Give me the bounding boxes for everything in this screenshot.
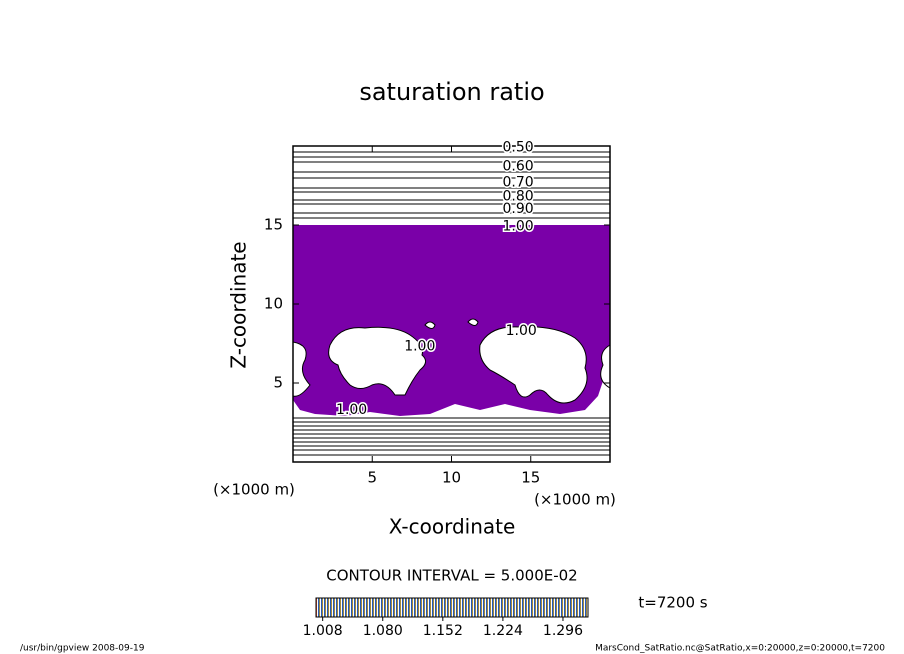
y-tick-label: 10 bbox=[264, 295, 283, 313]
contour-label: 1.00 bbox=[336, 402, 367, 418]
colorbar-tick-label: 1.296 bbox=[543, 623, 583, 639]
x-axis-unit: (×1000 m) bbox=[534, 491, 616, 509]
white-blob bbox=[479, 326, 588, 404]
colorbar-tick-label: 1.224 bbox=[483, 623, 523, 639]
contour-label: 0.70 bbox=[502, 174, 533, 190]
y-tick-label: 5 bbox=[273, 374, 283, 392]
contour-label: 1.00 bbox=[502, 219, 533, 235]
contour-interval: CONTOUR INTERVAL = 5.000E-02 bbox=[326, 567, 577, 585]
colorbar bbox=[315, 597, 589, 618]
y-tick-label: 15 bbox=[264, 216, 283, 234]
white-blob bbox=[328, 326, 426, 396]
x-tick-label: 10 bbox=[442, 469, 461, 487]
white-blob bbox=[600, 344, 611, 389]
white-blob bbox=[424, 321, 436, 329]
chart-title: saturation ratio bbox=[359, 78, 544, 106]
contour-label: 0.80 bbox=[502, 189, 533, 205]
contour-label: 1.00 bbox=[404, 339, 435, 355]
x-tick-label: 15 bbox=[521, 469, 540, 487]
y-axis-unit: (×1000 m) bbox=[213, 481, 295, 499]
contour-label: 0.60 bbox=[502, 159, 533, 175]
footer-left: /usr/bin/gpview 2008-09-19 bbox=[20, 644, 145, 654]
y-axis-label: Z-coordinate bbox=[227, 241, 251, 368]
white-blob bbox=[467, 318, 479, 326]
contour-label: 0.90 bbox=[502, 201, 533, 217]
colorbar-tick-label: 1.080 bbox=[363, 623, 403, 639]
x-tick-label: 5 bbox=[367, 469, 377, 487]
colorbar-tick-label: 1.008 bbox=[303, 623, 343, 639]
x-axis-label: X-coordinate bbox=[389, 515, 516, 539]
contour-label: 1.00 bbox=[506, 323, 537, 339]
contour-label: 0.50 bbox=[502, 140, 533, 156]
time-label: t=7200 s bbox=[638, 594, 707, 612]
footer-right: MarsCond_SatRatio.nc@SatRatio,x=0:20000,… bbox=[595, 644, 885, 654]
colorbar-tick-label: 1.152 bbox=[423, 623, 463, 639]
